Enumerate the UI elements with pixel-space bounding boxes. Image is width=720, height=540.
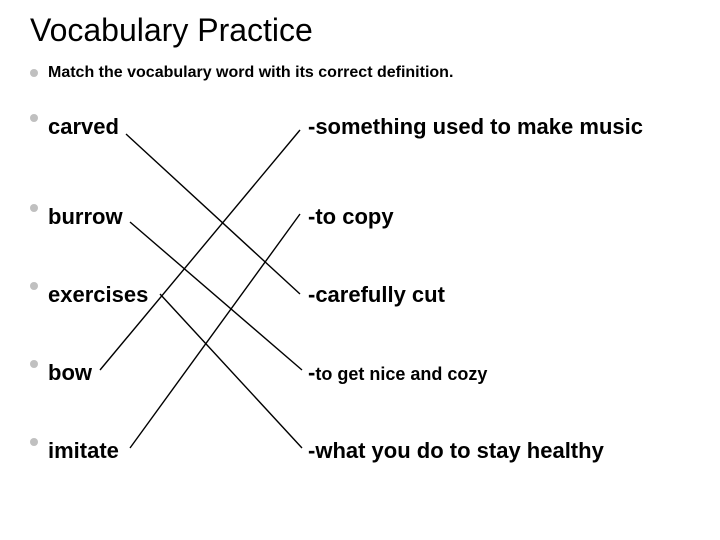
match-row: carved -something used to make music [30,114,690,140]
vocab-definition: -to get nice and cozy [308,360,688,386]
match-row: bow -to get nice and cozy [30,360,690,386]
match-line [100,130,300,370]
bullet-icon [30,360,38,368]
vocab-definition: -carefully cut [308,282,688,308]
instruction-text: Match the vocabulary word with its corre… [48,64,453,82]
match-row: imitate -what you do to stay healthy [30,438,690,464]
vocab-word: bow [48,360,298,386]
vocab-word: carved [48,114,298,140]
bullet-icon [30,438,38,446]
bullet-icon [30,282,38,290]
vocab-definition: -something used to make music [308,114,688,140]
vocab-definition: -to copy [308,204,688,230]
bullet-icon [30,114,38,122]
page-title: Vocabulary Practice [30,12,313,49]
vocab-word: imitate [48,438,298,464]
bullet-icon [30,69,38,77]
vocab-word: burrow [48,204,298,230]
match-line [130,214,300,448]
vocab-word: exercises [48,282,298,308]
bullet-icon [30,204,38,212]
instruction-row: Match the vocabulary word with its corre… [30,64,453,82]
match-row: exercises -carefully cut [30,282,690,308]
match-row: burrow -to copy [30,204,690,230]
vocab-definition: -what you do to stay healthy [308,438,688,464]
